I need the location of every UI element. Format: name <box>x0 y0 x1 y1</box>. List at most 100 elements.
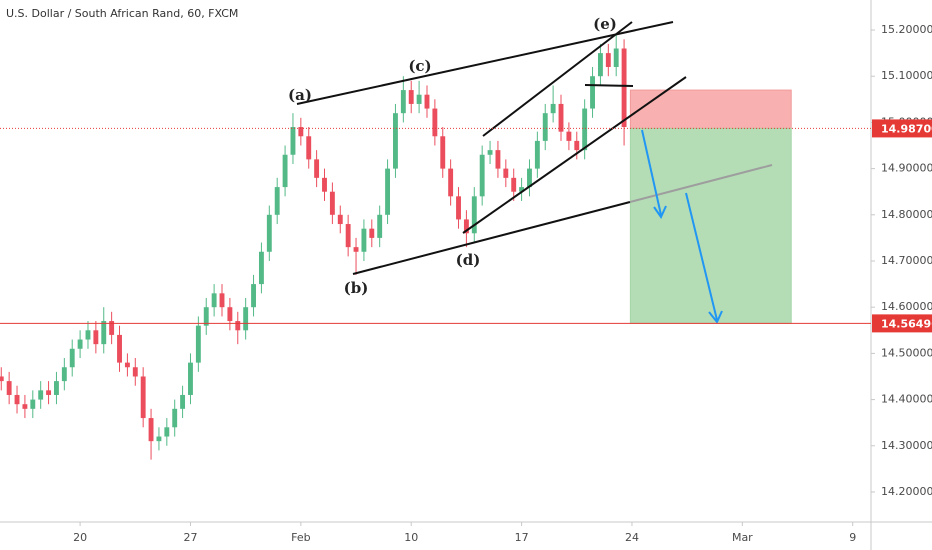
x-tick-label: 24 <box>625 531 639 544</box>
candle-body <box>235 321 241 331</box>
x-tick-label: 17 <box>515 531 529 544</box>
candle-body <box>503 168 509 178</box>
candle-body <box>85 330 91 340</box>
candle-body <box>408 90 414 104</box>
price-label-box <box>872 314 932 333</box>
price-label-box <box>872 119 932 138</box>
candle-body <box>290 127 296 155</box>
candle-body <box>180 394 186 409</box>
candle-body <box>140 376 146 419</box>
x-tick-label: Feb <box>291 531 310 544</box>
candle-body <box>298 127 304 137</box>
candle-body <box>566 131 572 141</box>
candle-body <box>448 168 454 197</box>
stop-zone <box>629 89 792 129</box>
candle-body <box>393 113 398 169</box>
arrow <box>685 192 718 321</box>
x-tick-label: 20 <box>73 531 87 544</box>
price-label: 14.56496 <box>881 317 932 330</box>
candle-body <box>605 53 611 67</box>
candle-body <box>574 140 580 151</box>
candle-body <box>188 362 193 395</box>
candle-body <box>195 325 201 363</box>
y-tick-label: 14.60000 <box>881 300 932 313</box>
candle-body <box>337 214 343 225</box>
trendline <box>352 201 631 275</box>
wave-label: (c) <box>408 57 431 75</box>
candle-body <box>519 187 525 192</box>
x-tick-label: 9 <box>849 531 856 544</box>
candle-body <box>117 334 122 363</box>
y-tick-label: 14.90000 <box>881 162 932 175</box>
candle-body <box>6 381 12 395</box>
y-tick-label: 15.20000 <box>881 23 932 36</box>
candle-body <box>613 48 619 67</box>
candle-body <box>46 390 52 395</box>
candle-body <box>534 140 540 169</box>
candle-body <box>487 150 493 155</box>
candle-body <box>527 168 532 188</box>
y-tick-label: 15.10000 <box>881 69 932 82</box>
candle-body <box>471 196 477 234</box>
chart-title: U.S. Dollar / South African Rand, 60, FX… <box>6 7 238 20</box>
candle-body <box>306 136 312 160</box>
trendline <box>629 164 773 203</box>
candle-body <box>22 404 28 409</box>
candle-body <box>61 367 67 382</box>
candle-body <box>590 76 595 109</box>
candle-body <box>132 367 138 377</box>
candle-body <box>416 94 422 104</box>
candle-body <box>400 90 406 114</box>
candle-body <box>219 293 225 308</box>
x-tick-label: 27 <box>183 531 197 544</box>
candle-body <box>109 321 115 335</box>
candle-body <box>77 339 83 349</box>
candle-body <box>582 108 588 151</box>
candle-body <box>93 330 99 345</box>
candle-body <box>69 348 75 368</box>
candle-body <box>274 187 280 215</box>
price-label: 14.98700 <box>881 122 932 135</box>
candle-body <box>258 251 264 285</box>
channel-line <box>462 76 687 234</box>
arrow-head <box>708 310 723 324</box>
candle-body <box>156 436 162 442</box>
candle-body <box>495 150 501 169</box>
candle-body <box>322 177 327 192</box>
x-tick-label: 10 <box>404 531 418 544</box>
candle-body <box>424 94 430 109</box>
candle-body <box>38 390 44 400</box>
candle-body <box>164 427 170 437</box>
candle-body <box>329 191 335 215</box>
candle-body <box>550 103 556 114</box>
y-tick-label: 14.70000 <box>881 254 932 267</box>
candle-body <box>124 362 130 368</box>
wave-label: (e) <box>593 15 617 33</box>
candle-body <box>282 154 288 188</box>
candle-body <box>377 214 383 238</box>
y-tick-label: 14.80000 <box>881 208 932 221</box>
candle-body <box>251 284 256 308</box>
candle-body <box>463 219 469 234</box>
candle-body <box>511 177 517 192</box>
arrow <box>641 129 662 216</box>
candle-body <box>54 381 59 395</box>
candle-body <box>558 103 564 132</box>
candle-body <box>227 307 233 322</box>
candle-body <box>353 247 359 252</box>
candle-body <box>440 136 446 169</box>
candle-body <box>14 394 20 405</box>
candle-body <box>479 154 485 197</box>
candle-body <box>456 196 461 220</box>
candle-body <box>542 113 548 141</box>
candle-body <box>148 418 154 442</box>
wave-label: (d) <box>456 251 481 269</box>
candle-body <box>369 228 375 238</box>
y-tick-label: 14.30000 <box>881 439 932 452</box>
candle-body <box>266 214 272 252</box>
x-tick-label: Mar <box>732 531 753 544</box>
candles <box>0 34 627 460</box>
